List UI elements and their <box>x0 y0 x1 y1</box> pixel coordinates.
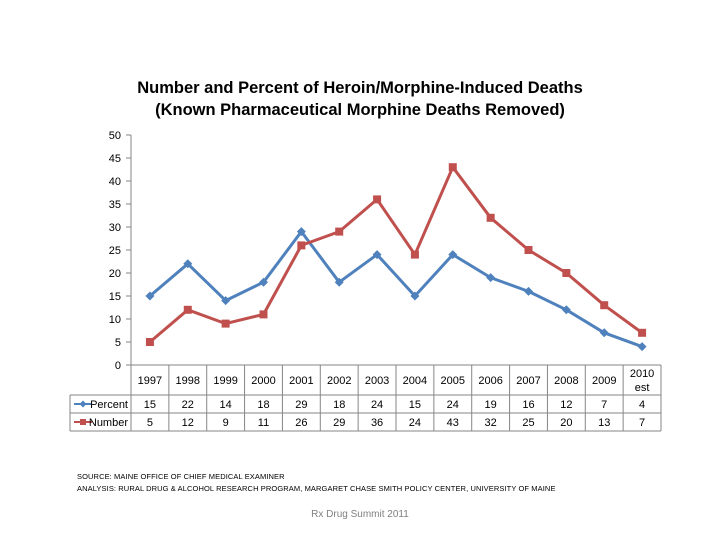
x-tick-label: 1998 <box>176 375 200 387</box>
table-value: 18 <box>257 399 269 411</box>
data-point <box>410 291 420 301</box>
data-point <box>183 259 193 269</box>
data-point <box>296 227 306 237</box>
table-value: 15 <box>144 399 156 411</box>
legend-label: Number <box>89 417 128 429</box>
x-tick-label: 2002 <box>327 375 351 387</box>
data-point <box>183 305 192 314</box>
table-value: 22 <box>182 399 194 411</box>
data-point <box>145 338 154 346</box>
table-value: 4 <box>639 399 645 411</box>
table-value: 43 <box>447 417 459 429</box>
data-point <box>638 328 647 337</box>
table-value: 7 <box>601 399 607 411</box>
x-tick-label: 1999 <box>213 375 237 387</box>
legend-marker <box>80 419 86 425</box>
legend-marker <box>79 400 87 408</box>
data-point <box>599 328 609 338</box>
data-point <box>600 301 609 310</box>
x-tick-label: 2008 <box>554 375 578 387</box>
table-value: 24 <box>447 399 459 411</box>
data-point <box>486 273 496 283</box>
x-tick-label: 2001 <box>289 375 313 387</box>
x-tick-label: 2003 <box>365 375 389 387</box>
x-tick-label: 2000 <box>251 375 275 387</box>
data-point <box>562 269 571 277</box>
y-tick-label: 10 <box>109 314 121 326</box>
y-tick-label: 5 <box>115 337 121 349</box>
y-tick-label: 45 <box>109 153 121 165</box>
table-value: 19 <box>485 399 497 411</box>
data-point <box>145 291 155 301</box>
table-value: 20 <box>560 417 572 429</box>
x-tick-label: 2010 est <box>630 368 654 394</box>
table-value: 32 <box>485 417 497 429</box>
chart-subtitle: (Known Pharmaceutical Morphine Deaths Re… <box>155 101 565 119</box>
data-point <box>335 227 344 236</box>
data-point <box>372 250 382 260</box>
x-tick-label: 1997 <box>138 375 162 387</box>
table-value: 14 <box>220 399 232 411</box>
table-value: 11 <box>258 417 269 429</box>
table-value: 16 <box>522 399 534 411</box>
data-point <box>221 319 230 328</box>
data-point <box>297 241 306 250</box>
data-point <box>448 163 457 172</box>
y-tick-label: 40 <box>109 176 121 188</box>
data-point <box>637 342 647 352</box>
y-tick-label: 20 <box>109 268 121 280</box>
table-value: 29 <box>333 417 345 429</box>
table-value: 25 <box>522 417 534 429</box>
y-tick-label: 50 <box>109 130 121 142</box>
y-tick-label: 30 <box>109 222 121 234</box>
data-point <box>373 195 382 204</box>
x-tick-label: 2006 <box>478 375 502 387</box>
table-value: 24 <box>371 399 383 411</box>
footer-text: Rx Drug Summit 2011 <box>311 509 409 520</box>
chart-title: Number and Percent of Heroin/Morphine-In… <box>137 79 583 97</box>
table-value: 13 <box>598 417 610 429</box>
table-value: 12 <box>560 399 572 411</box>
source-line: SOURCE: MAINE OFFICE OF CHIEF MEDICAL EX… <box>77 472 285 481</box>
table-value: 15 <box>409 399 421 411</box>
x-tick-label: 2004 <box>403 375 427 387</box>
y-tick-label: 0 <box>115 360 121 372</box>
data-point <box>259 310 268 319</box>
y-tick-label: 35 <box>109 199 121 211</box>
data-point <box>410 250 419 259</box>
table-value: 24 <box>409 417 421 429</box>
legend-label: Percent <box>90 399 128 411</box>
data-point <box>524 246 533 254</box>
data-point <box>221 296 231 306</box>
data-point <box>486 213 495 222</box>
table-value: 18 <box>333 399 345 411</box>
table-value: 5 <box>147 417 153 429</box>
analysis-line: ANALYSIS: RURAL DRUG & ALCOHOL RESEARCH … <box>77 484 556 493</box>
x-tick-label: 2005 <box>441 375 465 387</box>
data-point <box>561 305 571 315</box>
data-point <box>448 250 458 260</box>
table-value: 7 <box>639 417 645 429</box>
data-point <box>259 277 268 287</box>
y-tick-label: 15 <box>109 291 121 303</box>
table-value: 26 <box>295 417 307 429</box>
data-point <box>524 286 533 296</box>
series-line <box>148 165 643 344</box>
table-value: 36 <box>371 417 383 429</box>
table-value: 12 <box>182 417 194 429</box>
x-tick-label: 2007 <box>516 375 540 387</box>
data-point <box>334 277 344 287</box>
series-line <box>148 230 643 349</box>
y-tick-label: 25 <box>109 245 121 257</box>
table-value: 29 <box>295 399 307 411</box>
x-tick-label: 2009 <box>592 375 616 387</box>
table-value: 9 <box>223 417 229 429</box>
